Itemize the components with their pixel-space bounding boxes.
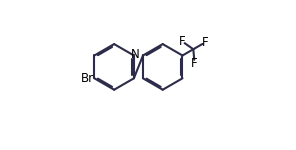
Text: N: N [131,48,140,61]
Text: F: F [202,36,209,49]
Text: F: F [191,57,198,69]
Text: Br: Br [81,72,94,85]
Text: F: F [179,35,185,48]
